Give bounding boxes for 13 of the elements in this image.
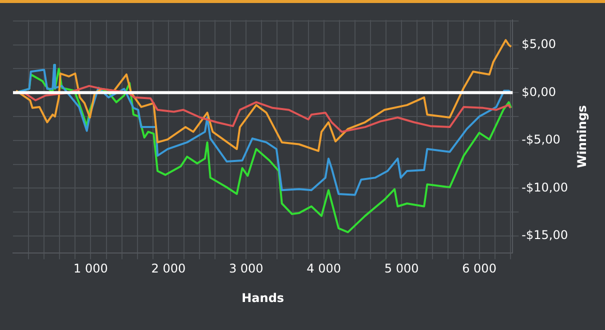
y-tick-label: $5,00 — [522, 36, 556, 51]
x-tick-label: 4 000 — [306, 262, 342, 276]
y-axis-title: Winnings — [575, 105, 590, 168]
y-tick-label: -$15,00 — [522, 228, 568, 242]
x-tick-label: 6 000 — [462, 262, 496, 276]
x-tick-label: 3 000 — [228, 262, 264, 276]
x-tick-label: 5 000 — [384, 262, 419, 276]
x-tick-label: 1 000 — [74, 262, 108, 276]
x-axis-title: Hands — [242, 290, 284, 305]
y-tick-label: -$10,00 — [522, 180, 568, 194]
y-tick-label: $0,00 — [522, 84, 556, 99]
y-tick-label: -$5,00 — [522, 132, 560, 147]
x-tick-label: 2 000 — [151, 262, 186, 276]
